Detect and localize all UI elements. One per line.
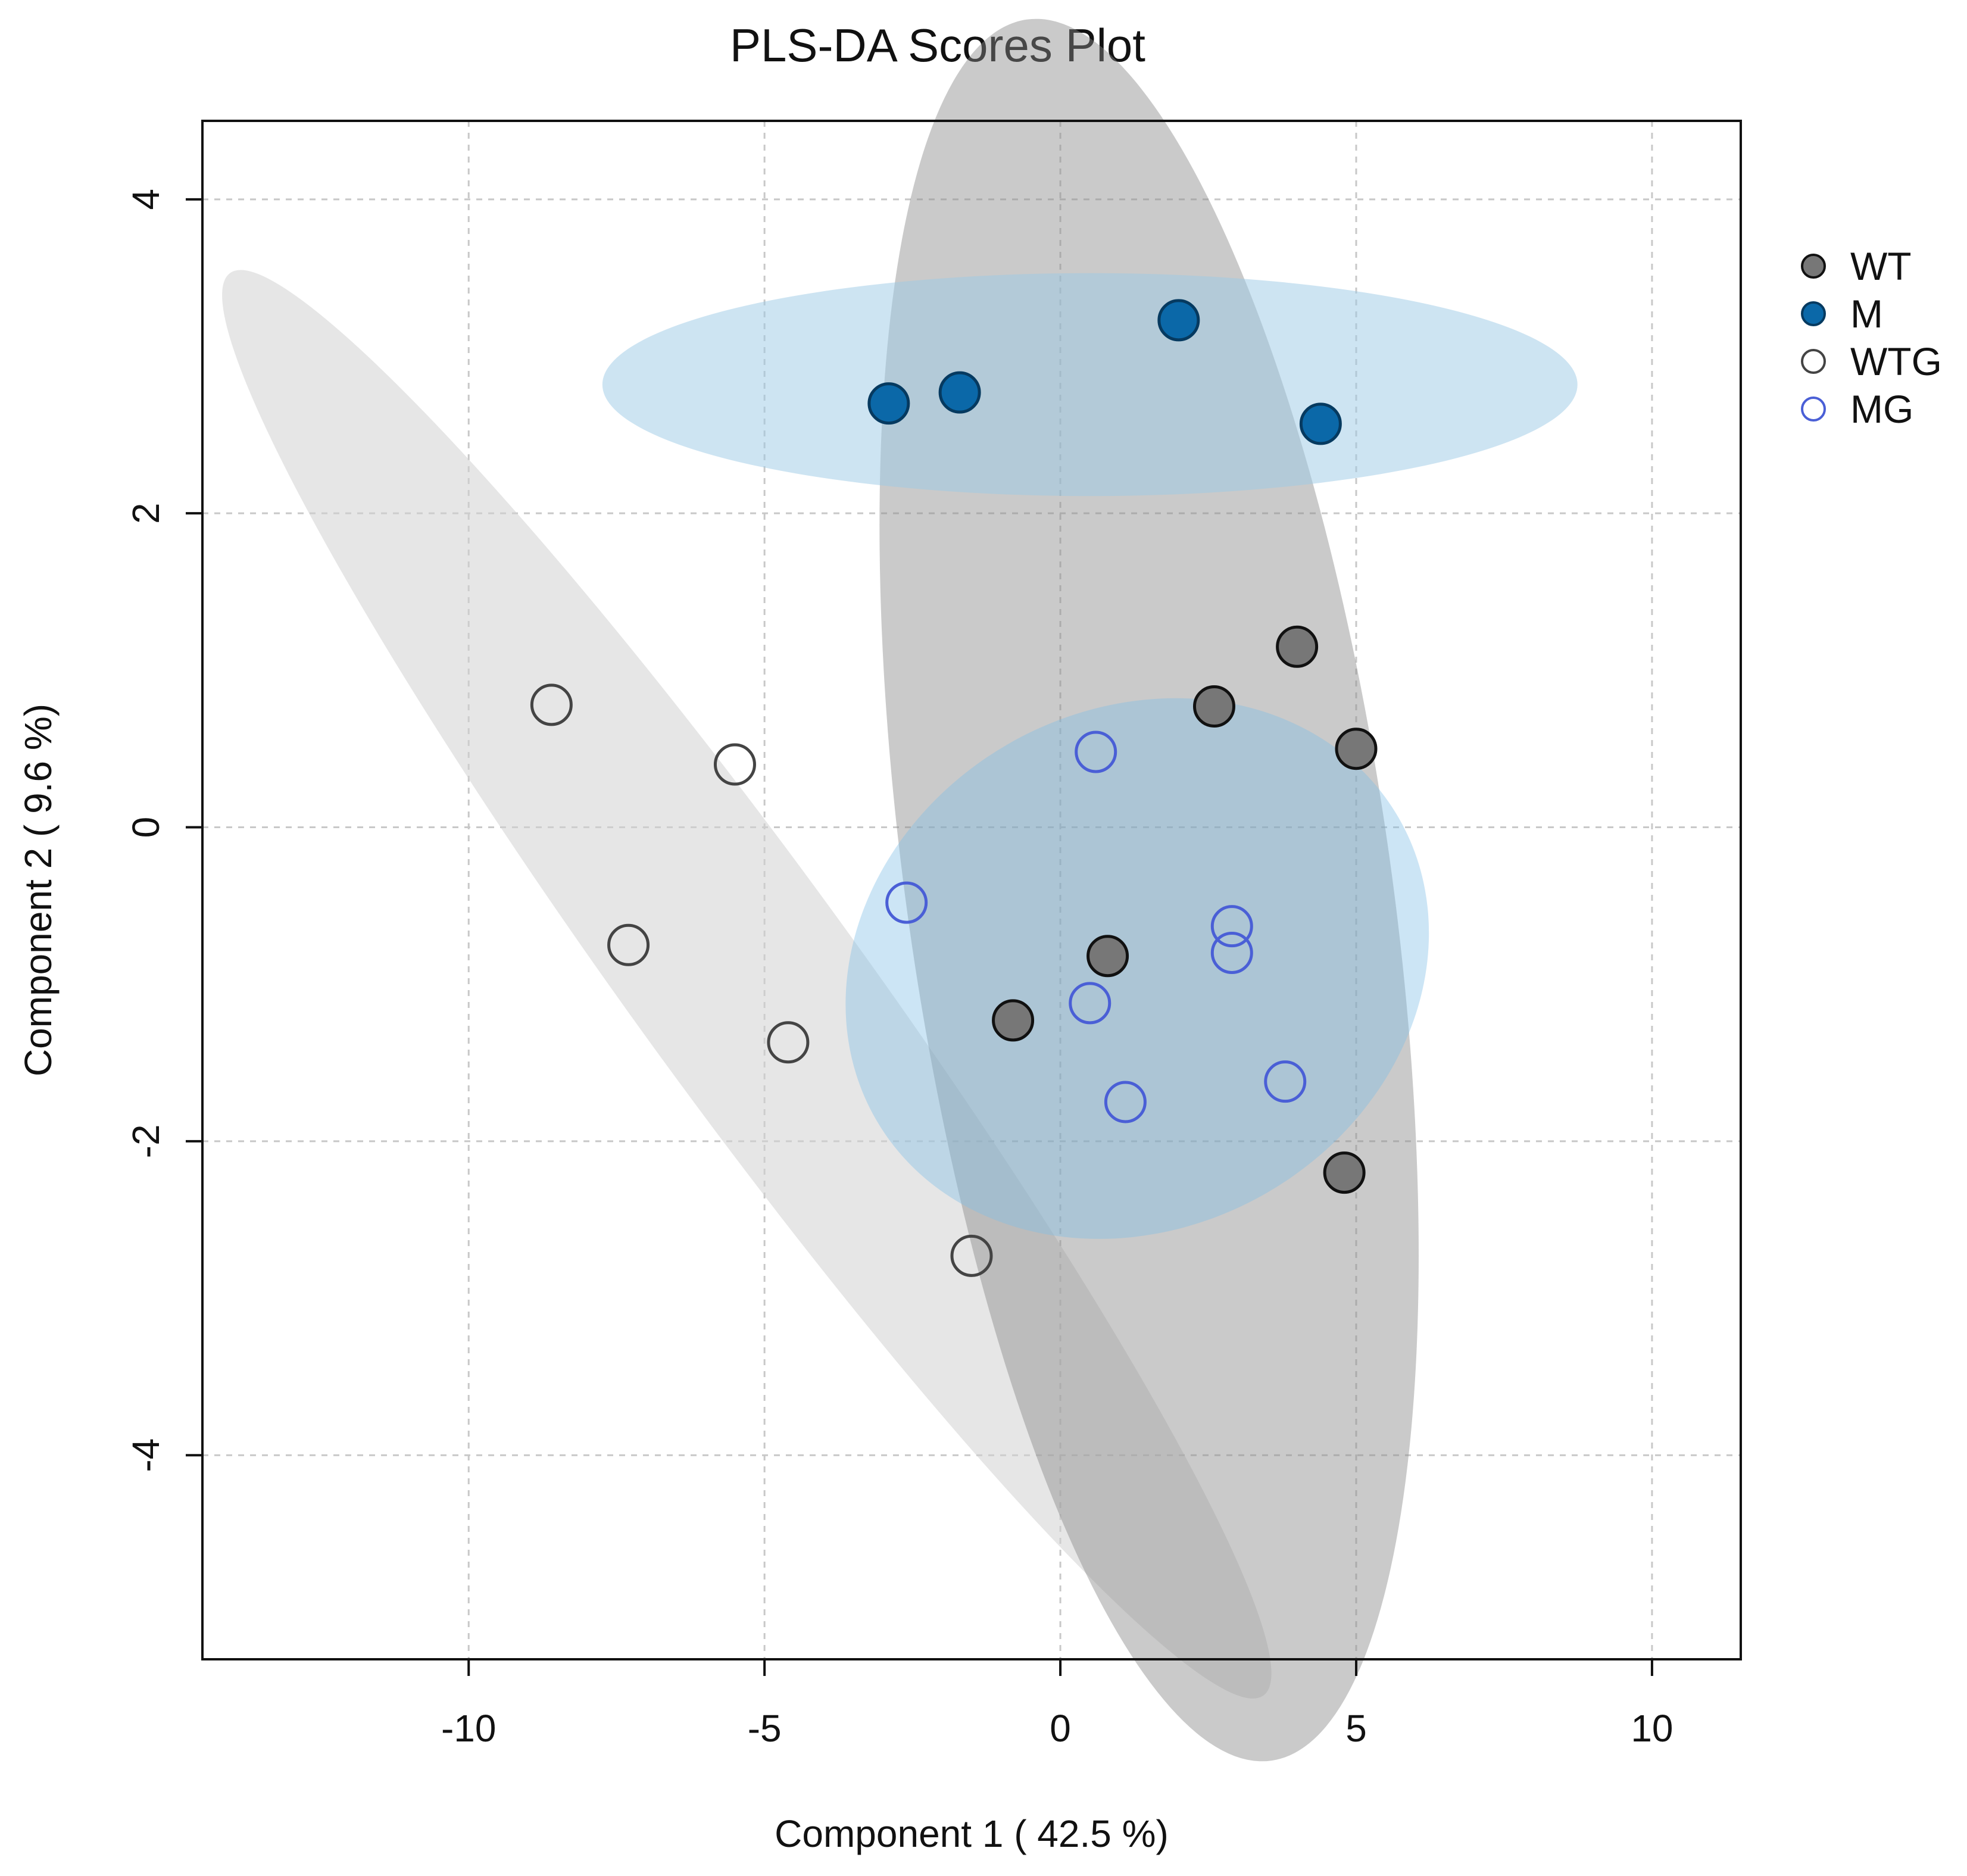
point-mg-1 [885,881,928,924]
x-tick-label-4: 10 [1631,1707,1673,1750]
point-m-1 [938,371,981,414]
confidence-ellipses [222,18,1578,1762]
ellipse-m [602,273,1578,497]
point-wtg-2 [607,923,650,966]
y-tick-label-3: 2 [124,502,167,524]
legend-marker-mg [1801,397,1826,422]
score-points [530,299,1378,1277]
ellipse-wtg [222,270,1272,1699]
y-tick-label-0: -4 [124,1438,167,1472]
point-wt-5 [1323,1151,1366,1194]
y-tick-label-2: 0 [124,817,167,838]
point-wt-2 [1335,728,1378,770]
point-mg-6 [1264,1060,1307,1103]
y-tick-label-4: 4 [124,189,167,210]
point-mg-2 [1210,905,1253,948]
point-wtg-4 [950,1234,993,1277]
point-m-0 [1157,299,1200,342]
point-wtg-0 [530,683,573,726]
legend-marker-m [1801,301,1826,326]
point-wtg-3 [767,1021,810,1064]
legend-label-wtg: WTG [1850,339,1942,383]
x-tick-label-1: -5 [748,1707,782,1750]
y-axis-ticks: -4 -2 0 2 4 [124,189,202,1472]
point-m-3 [1299,402,1342,445]
x-axis-ticks: -10 -5 0 5 10 [441,1659,1673,1750]
legend-label-wt: WT [1850,244,1912,288]
point-m-2 [867,382,910,425]
legend-marker-wt [1801,254,1826,279]
point-mg-0 [1075,731,1117,773]
ellipse-mg [845,698,1429,1239]
point-mg-4 [1069,982,1111,1025]
x-tick-label-0: -10 [441,1707,497,1750]
legend-label-mg: MG [1850,387,1913,431]
point-mg-5 [1104,1081,1147,1123]
x-tick-label-2: 0 [1050,1707,1071,1750]
point-wt-4 [992,999,1035,1042]
plot-frame [201,120,1742,1660]
y-axis-label: Component 2 ( 9.6 %) [17,704,60,1076]
chart-title: PLS-DA Scores Plot [730,19,1145,71]
x-axis-label: Component 1 ( 42.5 %) [775,1812,1169,1855]
x-tick-label-3: 5 [1345,1707,1367,1750]
point-wtg-1 [713,743,756,786]
legend-label-m: M [1850,292,1883,336]
point-wt-3 [1086,935,1129,978]
point-wt-0 [1276,625,1319,668]
y-tick-label-1: -2 [124,1124,167,1158]
legend-marker-wtg [1801,349,1826,374]
point-wt-1 [1192,685,1235,728]
point-mg-3 [1210,931,1253,974]
